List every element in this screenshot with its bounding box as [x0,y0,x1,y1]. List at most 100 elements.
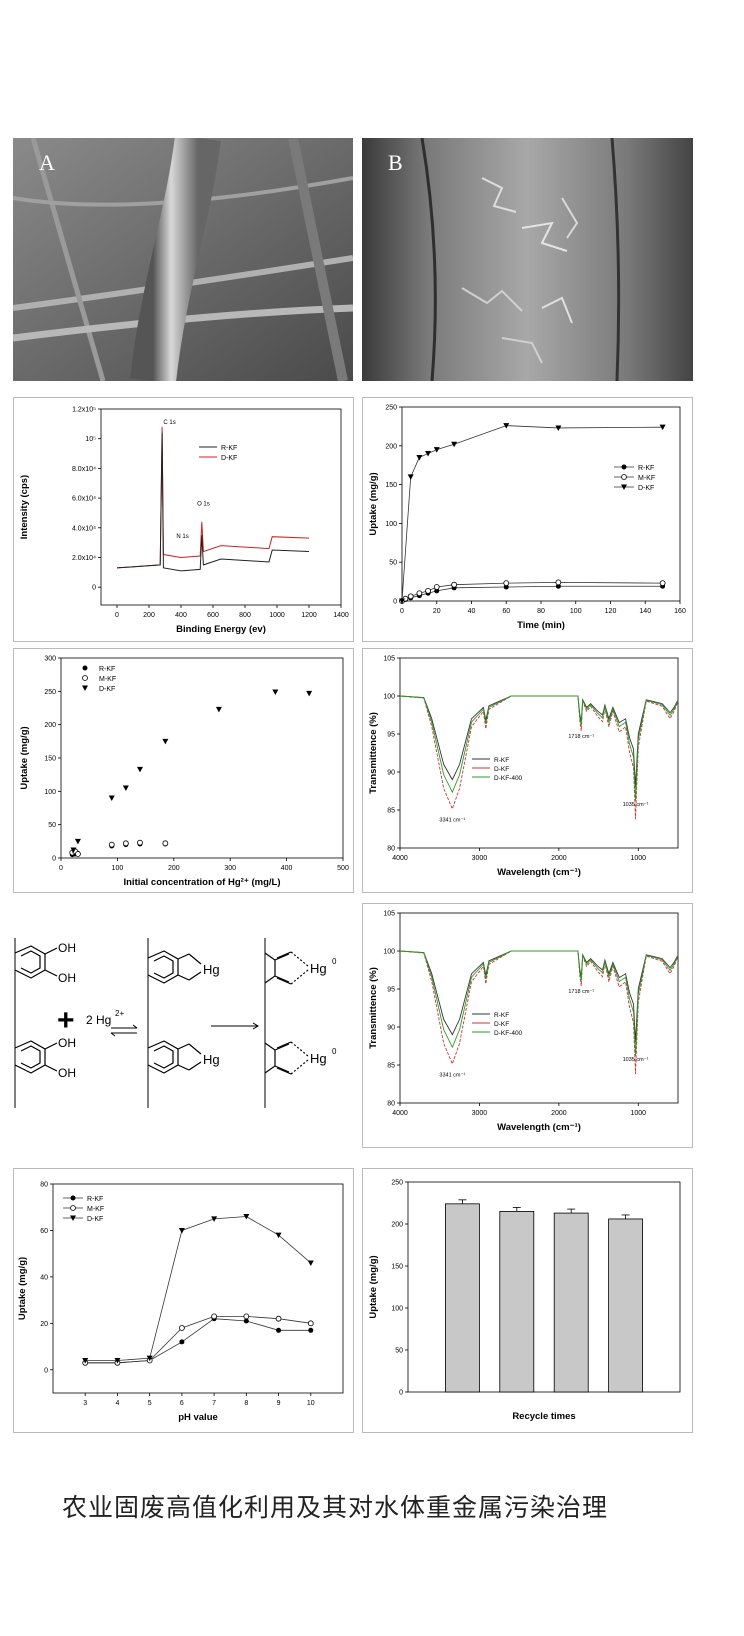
chart-kinetics: 0 20 40 60 80 100 120 140 160 0 50 100 150 200 250 Time… [362,397,693,642]
y-tick-label: 0 [393,599,397,606]
chart-xps: 0 200 400 600 800 1000 1200 1400 0 2.0x10⁴ 4.0x10⁴… [13,397,354,642]
y-tick-label: 105 [383,911,395,918]
x-tick-label: 0 [115,612,119,619]
kinetics-svg: 0 20 40 60 80 100 120 140 160 0 50 100 150 200 250 Time… [362,397,693,642]
panel-label-b: B [388,150,403,175]
data-point-m-kf [243,1313,250,1320]
legend-label: R-KF [638,465,654,472]
y-tick-label: 0 [52,856,56,863]
x-tick-label: 100 [570,608,582,615]
y-tick-label: 80 [387,846,395,853]
data-point-r-kf [434,588,440,594]
x-tick-label: 3 [83,1400,87,1407]
legend-label: R-KF [494,1012,509,1019]
reaction-scheme: OH OH OH OH + 2 Hg 2+ Hg [13,898,354,1143]
data-point-m-kf [425,588,431,594]
y-tick-label: 100 [383,694,395,701]
y-tick-label: 100 [391,1306,403,1313]
bar-3 [608,1218,644,1393]
plot-area [399,657,679,849]
x-tick-label: 9 [277,1400,281,1407]
legend-marker [82,675,88,681]
reagent-label: 2 Hg [86,1013,111,1027]
annotation-o1s: O 1s [197,502,210,508]
legend-label: D-KF-400 [494,775,523,782]
isotherm-svg: 0 100 200 300 400 500 0 50 100 150 200 250 300 Initia… [13,648,354,893]
y-tick-label: 90 [387,770,395,777]
data-point-d-kf [503,423,510,429]
ftir-line-d-kf-400 [399,695,679,801]
chart-recycle: 0 50 100 150 200 250 Recycle times Uptake (mg/g… [362,1168,693,1433]
annotation-c1s: C 1s [163,420,175,426]
x-axis-label: pH value [178,1412,218,1423]
data-point-d-kf [416,454,423,461]
chart-ftir-1: 4000 3000 2000 1000 80 85 90 95 100 105 Wavelength… [362,648,693,893]
legend-marker [82,685,88,691]
legend-marker [621,484,627,490]
ftir1-svg: 4000 3000 2000 1000 80 85 90 95 100 105 Wavelength… [362,648,693,893]
data-point-d-kf [243,1214,250,1220]
y-tick-label: 85 [387,808,395,815]
bar-1 [499,1211,535,1393]
quinone-top [264,951,309,985]
y-axis-label: Uptake (mg/g) [19,726,30,789]
legend-marker [82,665,88,671]
annotation-n1s: N 1s [176,534,188,540]
legend-marker [621,464,627,470]
y-tick-label: 250 [44,689,56,696]
data-point-d-kf [272,689,279,695]
y-tick-label: 200 [391,1222,403,1229]
legend-label: R-KF [87,1196,103,1203]
y-tick-label: 60 [40,1228,48,1235]
legend-marker [70,1205,76,1211]
panel-label-a: A [39,150,55,175]
y-axis-label: Transmittence (%) [368,712,379,794]
y-tick-label: 150 [44,756,56,763]
legend-marker [621,474,627,480]
x-tick-label: 200 [168,865,180,872]
chart-ftir-2: 4000 3000 2000 1000 80 85 90 95 100 105 Wavelength… [362,903,693,1148]
x-axis-label: Binding Energy (ev) [176,624,266,635]
data-point-d-kf [399,598,405,604]
legend-label: R-KF [494,757,509,764]
sem-image-a: A [13,138,353,381]
series-line-m-kf [85,1315,311,1364]
y-tick-label: 0 [92,585,96,592]
data-point-d-kf [114,1357,121,1364]
x-axis-label: Wavelength (cm⁻¹) [497,867,581,878]
catechol-ring-bottom [14,1040,58,1074]
plot-area [407,1181,681,1393]
y-tick-label: 6.0x10⁴ [72,496,96,503]
hg0-sup-1: 0 [332,957,337,966]
sem-image-b: B [362,138,693,381]
reaction-arrow [211,1022,259,1030]
data-point-r-kf [179,1339,185,1345]
scheme-svg: OH OH OH OH + 2 Hg 2+ Hg [14,938,337,1108]
ftir-line-d-kf-400 [399,950,679,1056]
hg0-label-1: Hg [310,961,327,976]
chart-border [13,397,354,642]
data-point-d-kf [659,424,666,431]
y-tick-label: 250 [385,405,397,412]
x-tick-label: 3000 [472,1110,488,1117]
ftir-line-d-kf [399,950,679,1075]
x-tick-label: 4 [115,1400,119,1407]
data-point-d-kf [215,706,222,713]
x-tick-label: 4000 [392,855,408,862]
x-tick-label: 160 [674,608,686,615]
data-point-d-kf [211,1216,218,1222]
x-tick-label: 8 [244,1400,248,1407]
x-tick-label: 6 [180,1400,184,1407]
annotation-3341: 3341 cm⁻¹ [439,817,465,823]
data-point-m-kf [75,851,81,857]
y-tick-label: 0 [399,1390,403,1397]
annotation-1035: 1035 cm⁻¹ [623,802,649,808]
x-tick-label: 100 [112,865,124,872]
oh-label-2: OH [58,971,76,985]
y-tick-label: 105 [383,656,395,663]
x-tick-label: 140 [639,608,651,615]
plus-sign: + [57,1004,75,1037]
legend-label: D-KF [87,1216,103,1223]
y-tick-label: 4.0x10⁴ [72,525,96,532]
data-point-d-kf [555,425,562,431]
